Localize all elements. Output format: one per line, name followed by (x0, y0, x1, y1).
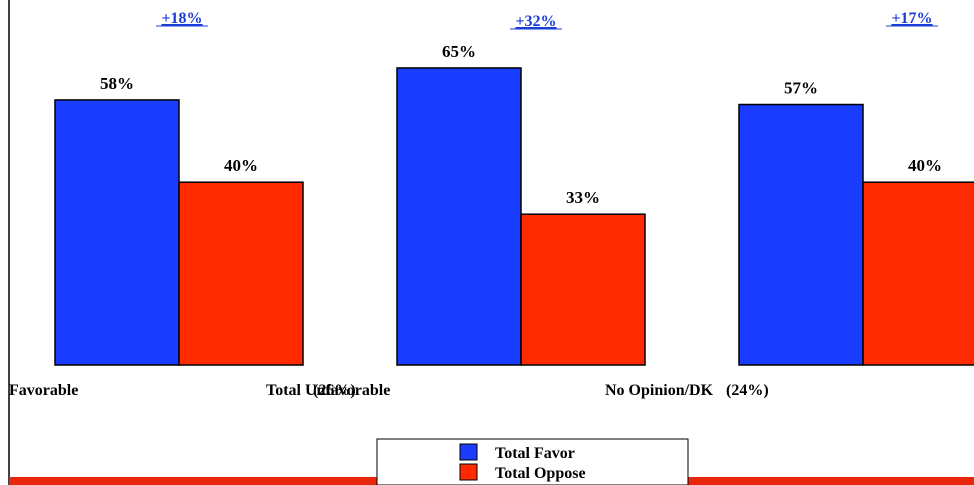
data-label-total-favor-1: 58% (100, 74, 134, 93)
category-label-3: No Opinion/DK (605, 382, 714, 399)
category-share-3: (24%) (726, 382, 769, 399)
category-share-2: (26%) (313, 382, 356, 399)
bar-total-oppose-1 (178, 181, 304, 366)
category-label-2: Total Unfavorable (266, 382, 390, 399)
legend-label-total-favor: Total Favor (495, 445, 575, 462)
legend-swatch-total-favor (459, 443, 478, 461)
legend: Total Favor Total Oppose (376, 438, 689, 485)
bar-total-oppose-3 (862, 181, 974, 366)
data-label-total-favor-3: 57% (784, 79, 818, 98)
data-label-total-oppose-2: 33% (566, 188, 600, 207)
legend-box (376, 438, 689, 485)
bar-total-favor-3 (738, 103, 864, 366)
data-label-total-favor-2: 65% (442, 42, 476, 61)
category-label-1: Favorable (9, 382, 78, 399)
difference-label-3: +17% (891, 10, 932, 27)
data-label-total-oppose-3: 40% (908, 156, 942, 175)
data-label-total-oppose-1: 40% (224, 156, 258, 175)
difference-label-2: +32% (515, 13, 556, 30)
difference-label-1: +18% (161, 10, 202, 27)
legend-swatch-total-oppose (459, 463, 478, 481)
legend-label-total-oppose: Total Oppose (495, 465, 586, 482)
bar-total-oppose-2 (520, 213, 646, 366)
bars-layer: 58% 40% +18% Favorable 65% 33% +32% Total Unfav… (9, 10, 974, 399)
bar-total-favor-2 (396, 67, 522, 366)
bar-total-favor-1 (54, 99, 180, 366)
